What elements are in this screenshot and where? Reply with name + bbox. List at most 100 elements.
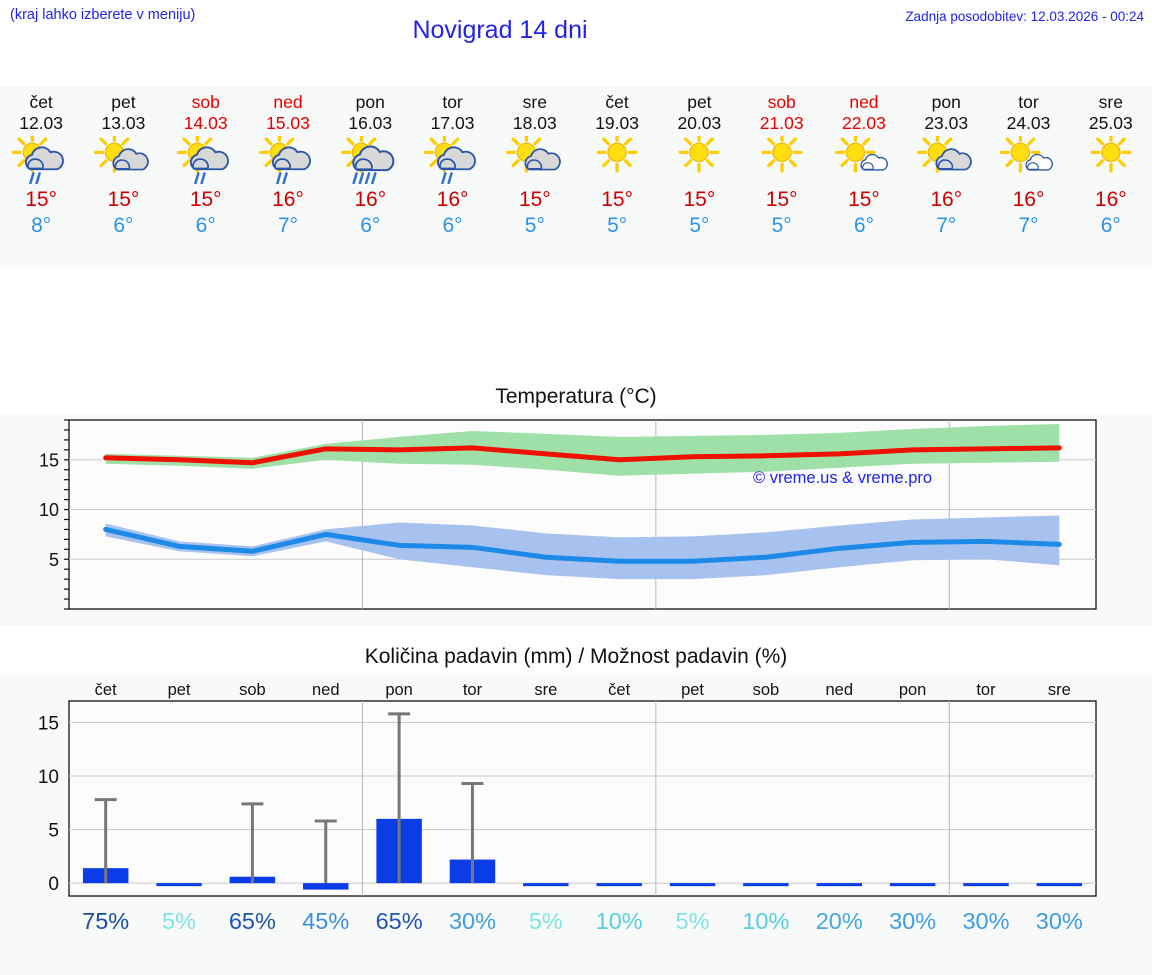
sun-icon xyxy=(586,136,648,184)
precip-probability-0: 75% xyxy=(82,908,129,934)
day-column-22.03[interactable]: ned 22.03 15° 6° xyxy=(823,86,905,268)
day-column-25.03[interactable]: sre 25.03 16° 6° xyxy=(1070,86,1152,268)
day-max-temp: 15° xyxy=(107,188,140,211)
precip-bar-6 xyxy=(523,883,569,887)
day-name: pet xyxy=(687,92,712,112)
precip-bar-12 xyxy=(963,883,1009,887)
day-min-temp: 5° xyxy=(689,214,710,237)
day-column-16.03[interactable]: pon 16.03 16° 6° xyxy=(329,86,411,268)
precip-probability-12: 30% xyxy=(962,908,1009,934)
day-column-15.03[interactable]: ned 15.03 16° 7° xyxy=(247,86,329,268)
precipitation-chart-title: Količina padavin (mm) / Možnost padavin … xyxy=(0,643,1152,675)
precip-probability-8: 5% xyxy=(676,908,710,934)
temperature-chart-panel: Temperatura (°C) 5 10 15 © vreme.us & vrem… xyxy=(0,383,1152,626)
precip-bar-13 xyxy=(1036,883,1083,887)
sun-cloud-icon xyxy=(504,136,566,184)
precip-day-label-11: pon xyxy=(899,681,927,699)
day-column-17.03[interactable]: tor 17.03 16° 6° xyxy=(411,86,493,268)
day-date: 22.03 xyxy=(842,113,886,133)
precip-day-label-4: pon xyxy=(385,681,413,699)
day-date: 16.03 xyxy=(348,113,393,133)
precip-bar-3 xyxy=(303,883,349,890)
day-min-temp: 6° xyxy=(113,214,134,237)
precip-bar-8 xyxy=(669,883,716,887)
precip-bar-11 xyxy=(889,883,936,887)
day-min-temp: 6° xyxy=(195,214,216,237)
precip-day-label-13: sre xyxy=(1048,681,1071,699)
day-column-24.03[interactable]: tor 24.03 16° 7° xyxy=(987,86,1069,268)
precip-day-label-10: ned xyxy=(825,681,853,699)
day-date: 21.03 xyxy=(759,113,804,133)
day-column-21.03[interactable]: sob 21.03 15° 5° xyxy=(741,86,823,268)
day-min-temp: 7° xyxy=(1018,214,1039,237)
day-column-12.03[interactable]: čet 12.03 15° 8° xyxy=(0,86,82,268)
day-min-temp: 7° xyxy=(277,214,299,237)
precip-probability-7: 10% xyxy=(596,908,643,934)
sun-cloud-rain-icon xyxy=(422,136,484,184)
day-max-temp: 15° xyxy=(848,188,880,211)
day-name: čet xyxy=(605,92,629,112)
day-name: pon xyxy=(931,92,961,112)
precipitation-chart-svg: čet pet sob ned pon tor sre čet pet sob ned pon tor s… xyxy=(0,675,1152,975)
precip-probability-3: 45% xyxy=(302,908,349,934)
day-column-20.03[interactable]: pet 20.03 15° 5° xyxy=(658,86,740,268)
day-column-19.03[interactable]: čet 19.03 15° 5° xyxy=(576,86,658,268)
day-date: 17.03 xyxy=(430,113,475,133)
day-max-temp: 16° xyxy=(930,188,963,211)
day-name: čet xyxy=(29,92,53,112)
day-column-13.03[interactable]: pet 13.03 15° 6° xyxy=(82,86,164,268)
sun-icon xyxy=(1080,136,1142,184)
page-title: Novigrad 14 dni xyxy=(412,16,588,44)
precip-day-label-3: ned xyxy=(312,681,340,699)
precip-day-label-7: čet xyxy=(608,681,630,699)
precip-probability-13: 30% xyxy=(1036,908,1083,934)
sun-cloud-rain-icon xyxy=(175,136,237,184)
day-name: sob xyxy=(767,92,796,112)
day-max-temp: 16° xyxy=(436,188,469,211)
precip-probability-2: 65% xyxy=(229,908,276,934)
day-min-temp: 5° xyxy=(607,214,628,237)
precip-bar-7 xyxy=(596,883,642,887)
day-max-temp: 16° xyxy=(272,188,304,211)
day-date: 19.03 xyxy=(595,113,639,133)
precip-y-tick-0: 0 xyxy=(48,874,59,895)
precip-day-label-1: pet xyxy=(168,681,191,699)
precip-probability-1: 5% xyxy=(162,908,196,934)
day-max-temp: 16° xyxy=(1094,188,1127,211)
day-max-temp: 15° xyxy=(765,188,798,211)
precip-day-label-12: tor xyxy=(976,681,996,699)
precip-day-label-6: sre xyxy=(534,681,557,699)
temp-y-tick-15: 15 xyxy=(39,450,59,470)
precip-probability-10: 20% xyxy=(816,908,863,934)
day-min-temp: 7° xyxy=(936,214,957,237)
day-date: 25.03 xyxy=(1088,113,1133,133)
sun-cloud-icon xyxy=(92,136,154,184)
daily-forecast-strip: čet 12.03 15° 8° pet 13.03 15° 6° sob 14.03 15° 6° n… xyxy=(0,86,1152,268)
sun-icon xyxy=(751,136,813,184)
precipitation-chart-panel: Količina padavin (mm) / Možnost padavin … xyxy=(0,643,1152,975)
day-min-temp: 6° xyxy=(360,214,381,237)
page-header: (kraj lahko izberete v meniju) Novigrad … xyxy=(0,0,1152,56)
temp-min-band xyxy=(105,515,1060,580)
day-name: pet xyxy=(111,92,136,112)
precip-y-tick-5: 5 xyxy=(48,821,59,842)
day-min-temp: 5° xyxy=(524,214,545,237)
day-column-14.03[interactable]: sob 14.03 15° 6° xyxy=(165,86,247,268)
day-max-temp: 16° xyxy=(354,188,387,211)
day-column-23.03[interactable]: pon 23.03 16° 7° xyxy=(905,86,987,268)
day-name: sre xyxy=(522,92,547,112)
precip-y-tick-15: 15 xyxy=(38,713,59,734)
precip-y-tick-10: 10 xyxy=(38,767,59,788)
day-date: 24.03 xyxy=(1006,113,1051,133)
day-max-temp: 15° xyxy=(189,188,222,211)
menu-hint-text: (kraj lahko izberete v meniju) xyxy=(10,7,196,23)
day-min-temp: 5° xyxy=(771,214,792,237)
day-column-18.03[interactable]: sre 18.03 15° 5° xyxy=(494,86,576,268)
copyright-text: © vreme.us & vreme.pro xyxy=(753,469,933,487)
temp-y-tick-10: 10 xyxy=(39,500,59,520)
temp-max-band xyxy=(105,423,1060,476)
day-date: 20.03 xyxy=(677,113,722,133)
day-max-temp: 15° xyxy=(601,188,633,211)
day-name: tor xyxy=(442,92,463,112)
